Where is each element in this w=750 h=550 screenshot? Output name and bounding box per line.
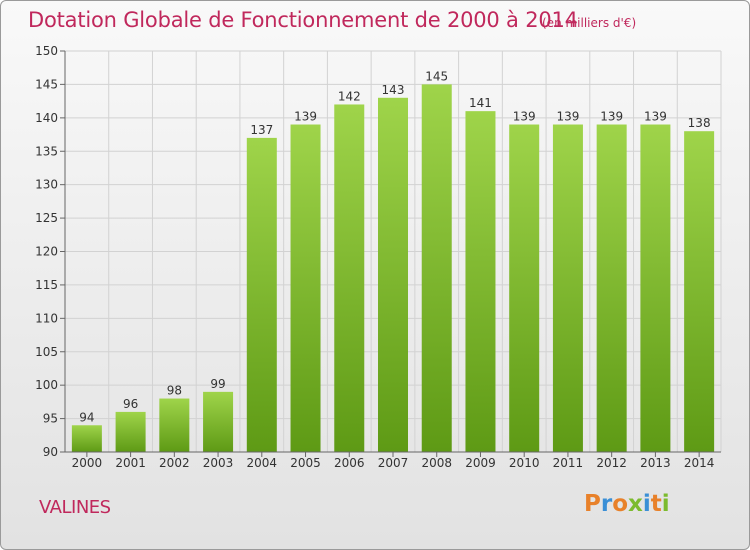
place-name: VALINES — [39, 497, 111, 518]
data-label-2011: 139 — [556, 110, 579, 124]
data-label-2012: 139 — [600, 110, 623, 124]
bar-2010[interactable] — [509, 124, 540, 453]
logo-letter: o — [612, 491, 629, 517]
x-tick-label: 2010 — [509, 456, 540, 470]
data-label-2003: 99 — [210, 377, 225, 391]
data-label-2002: 98 — [167, 384, 182, 398]
bar-2005[interactable] — [290, 124, 321, 453]
bar-2013[interactable] — [640, 124, 671, 453]
x-tick-label: 2002 — [159, 456, 190, 470]
data-label-2000: 94 — [79, 410, 94, 424]
chart-title: Dotation Globale de Fonctionnement de 20… — [28, 8, 578, 32]
data-label-2001: 96 — [123, 397, 138, 411]
proxiti-logo[interactable]: Proxiti — [584, 491, 670, 517]
logo-letter: i — [642, 491, 651, 517]
bar-2008[interactable] — [421, 84, 452, 453]
data-label-2005: 139 — [294, 110, 317, 124]
y-tick-label: 110 — [35, 311, 58, 325]
data-label-2014: 138 — [688, 116, 711, 130]
bar-2004[interactable] — [246, 137, 277, 452]
chart-unit-note: (en milliers d'€) — [542, 16, 637, 30]
y-tick-label: 105 — [35, 345, 58, 359]
y-tick-label: 135 — [35, 144, 58, 158]
x-tick-label: 2009 — [465, 456, 496, 470]
bar-2014[interactable] — [684, 131, 715, 452]
y-tick-label: 115 — [35, 278, 58, 292]
x-tick-label: 2013 — [640, 456, 671, 470]
bar-2003[interactable] — [203, 391, 234, 452]
data-label-2008: 145 — [425, 69, 448, 83]
x-tick-label: 2007 — [378, 456, 409, 470]
logo-letter: i — [661, 491, 670, 517]
x-tick-label: 2004 — [247, 456, 278, 470]
bar-2000[interactable] — [71, 425, 102, 452]
x-tick-label: 2001 — [115, 456, 146, 470]
bar-2002[interactable] — [159, 398, 190, 452]
y-tick-label: 125 — [35, 211, 58, 225]
bar-2001[interactable] — [115, 411, 146, 452]
y-tick-label: 90 — [43, 445, 58, 459]
x-tick-label: 2011 — [553, 456, 584, 470]
bar-2009[interactable] — [465, 111, 496, 453]
y-tick-label: 150 — [35, 44, 58, 58]
logo-letter: r — [600, 491, 613, 517]
bar-2012[interactable] — [596, 124, 627, 453]
logo-letter: t — [650, 491, 662, 517]
data-label-2013: 139 — [644, 110, 667, 124]
data-label-2006: 142 — [338, 89, 361, 103]
x-tick-label: 2000 — [72, 456, 103, 470]
data-label-2004: 137 — [250, 123, 273, 137]
logo-letter: x — [628, 491, 643, 517]
y-tick-label: 95 — [43, 412, 58, 426]
x-tick-label: 2012 — [596, 456, 627, 470]
x-tick-label: 2006 — [334, 456, 365, 470]
x-tick-label: 2008 — [421, 456, 452, 470]
x-tick-label: 2005 — [290, 456, 321, 470]
data-label-2009: 141 — [469, 96, 492, 110]
logo-letter: P — [584, 491, 601, 517]
y-tick-label: 145 — [35, 77, 58, 91]
y-tick-label: 100 — [35, 378, 58, 392]
bar-2007[interactable] — [378, 97, 408, 453]
data-label-2010: 139 — [513, 110, 536, 124]
x-tick-label: 2014 — [684, 456, 715, 470]
bar-2006[interactable] — [334, 104, 365, 452]
data-label-2007: 143 — [382, 83, 405, 97]
y-tick-label: 120 — [35, 245, 58, 259]
x-tick-label: 2003 — [203, 456, 234, 470]
bar-2011[interactable] — [552, 124, 583, 453]
y-tick-label: 140 — [35, 111, 58, 125]
y-tick-label: 130 — [35, 178, 58, 192]
